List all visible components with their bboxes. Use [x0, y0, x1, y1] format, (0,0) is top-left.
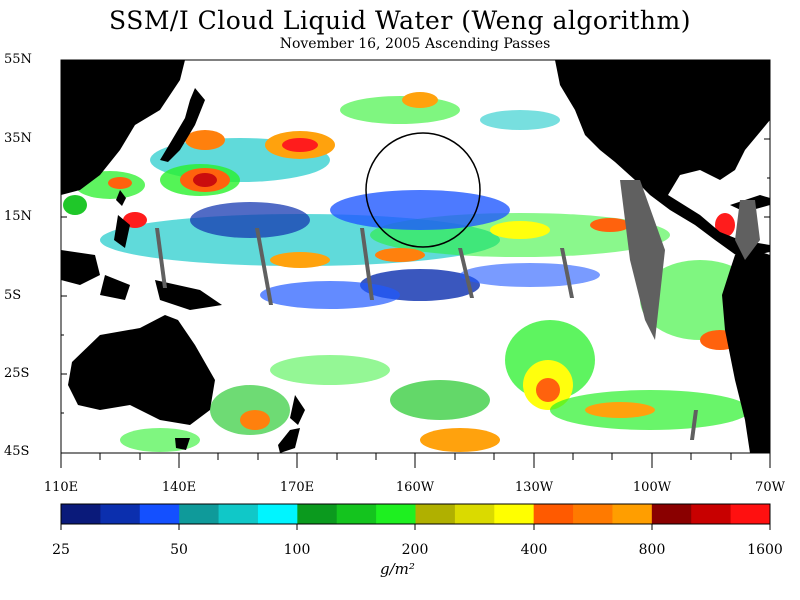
lat-label-5s: 5S: [4, 288, 22, 303]
colorbar-swatch: [179, 504, 220, 524]
colorbar-swatch: [730, 504, 771, 524]
colorbar-swatch: [139, 504, 180, 524]
colorbar-swatch: [612, 504, 653, 524]
colorbar-label-50: 50: [170, 542, 188, 558]
cloud-field: [63, 92, 760, 452]
colorbar-swatch: [454, 504, 495, 524]
lon-label-170e: 170E: [279, 480, 315, 495]
north-america-landmass: [555, 60, 770, 258]
new-guinea-landmass: [155, 280, 222, 310]
colorbar-swatch: [257, 504, 298, 524]
colorbar-swatch: [494, 504, 535, 524]
colorbar-swatch: [218, 504, 259, 524]
colorbar-swatch: [691, 504, 732, 524]
colorbar-label-200: 200: [401, 542, 429, 558]
colorbar-label-1600: 1600: [747, 542, 783, 558]
lon-label-100w: 100W: [632, 480, 672, 495]
colorbar-swatch: [573, 504, 613, 524]
australia-landmass: [68, 315, 215, 425]
colorbar-ticks: [60, 524, 771, 530]
colorbar-swatch: [533, 504, 574, 524]
colorbar-label-100: 100: [283, 542, 311, 558]
lat-label-45s: 45S: [4, 444, 30, 459]
japan-landmass: [160, 88, 205, 162]
colorbar-swatch: [61, 504, 101, 524]
south-america-landmass: [722, 250, 770, 453]
latitude-ticks: [61, 59, 770, 454]
new-zealand-landmass: [290, 395, 305, 425]
no-data-swaths: [155, 180, 760, 440]
lon-label-70w: 70W: [755, 480, 785, 495]
map-subtitle: November 16, 2005 Ascending Passes: [279, 36, 551, 52]
colorbar-swatch: [651, 504, 692, 524]
asia-landmass: [61, 60, 185, 195]
longitude-ticks: [60, 453, 771, 468]
lat-label-15n: 15N: [4, 209, 32, 224]
lon-label-160w: 160W: [395, 480, 435, 495]
colorbar-swatch: [336, 504, 377, 524]
colorbar-label-25: 25: [52, 542, 70, 558]
lat-label-35n: 35N: [4, 131, 32, 146]
colorbar: [61, 504, 771, 524]
highlight-circle: [365, 132, 481, 248]
colorbar-swatch: [415, 504, 456, 524]
map-title: SSM/I Cloud Liquid Water (Weng algorithm…: [109, 6, 691, 35]
colorbar-swatch: [376, 504, 416, 524]
colorbar-label-400: 400: [520, 542, 548, 558]
lon-label-110e: 110E: [43, 480, 79, 495]
lat-label-55n: 55N: [4, 52, 32, 67]
colorbar-swatch: [100, 504, 141, 524]
colorbar-swatch: [297, 504, 338, 524]
lon-label-140e: 140E: [161, 480, 197, 495]
land: [61, 60, 770, 453]
colorbar-label-800: 800: [638, 542, 666, 558]
lat-label-25s: 25S: [4, 366, 30, 381]
map-panel: [61, 60, 770, 453]
lon-label-130w: 130W: [514, 480, 554, 495]
colorbar-units: g/m²: [380, 560, 415, 578]
